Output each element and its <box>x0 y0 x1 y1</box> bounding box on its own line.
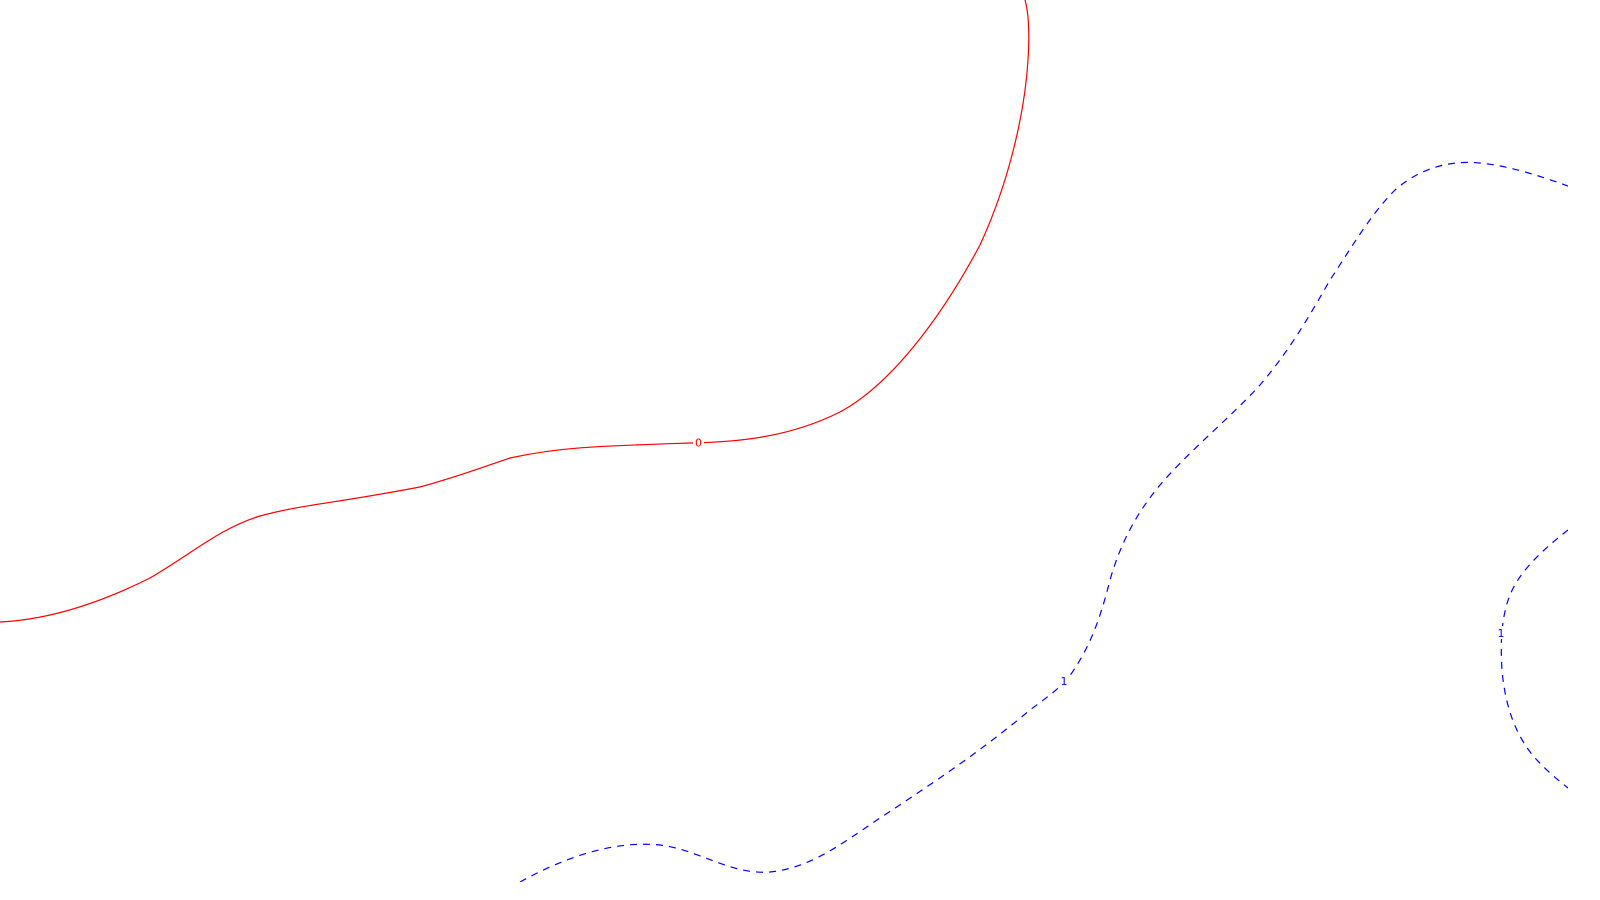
contour-plot-svg: 0 1 1 <box>0 0 1568 882</box>
contour-label-1-right: 1 <box>1498 627 1505 640</box>
contour-level-1: 1 <box>519 161 1568 882</box>
contour-line-level-0 <box>0 0 1030 623</box>
contour-label-1-main: 1 <box>1061 675 1068 688</box>
contour-label-0: 0 <box>695 437 702 450</box>
contour-line-level-1-main <box>519 161 1568 882</box>
contour-level-1-right: 1 <box>1495 529 1568 789</box>
contour-label-1a-knockout <box>1058 674 1070 687</box>
contour-level-0: 0 <box>0 0 1030 623</box>
contour-line-level-1-right <box>1500 529 1568 789</box>
contour-plot: 0 1 1 <box>0 0 1568 882</box>
contour-label-0-knockout <box>693 436 704 449</box>
contour-label-1b-knockout <box>1495 626 1507 639</box>
